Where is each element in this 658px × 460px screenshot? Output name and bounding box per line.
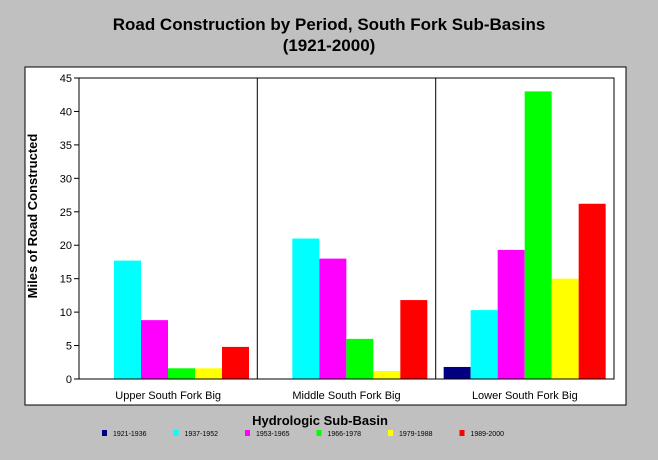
bar (168, 368, 195, 379)
legend-swatch (316, 430, 322, 436)
chart-title-line-2: (1921-2000) (282, 36, 376, 55)
legend-swatch (102, 430, 107, 436)
bar (578, 203, 606, 379)
y-tick-label: 5 (66, 341, 72, 353)
bar (551, 278, 579, 379)
y-tick-label: 25 (60, 207, 72, 219)
legend-label: 1966-1978 (328, 431, 362, 438)
legend-label: 1979-1988 (399, 431, 433, 438)
legend-label: 1921-1936 (113, 431, 147, 438)
bar (222, 346, 249, 379)
x-category-label: Lower South Fork Big (472, 390, 578, 402)
legend-swatch (459, 430, 465, 436)
bar (373, 370, 401, 379)
y-tick-label: 0 (66, 374, 72, 386)
bar (292, 238, 320, 379)
plot-area (78, 77, 615, 380)
chart-title-line-1: Road Construction by Period, South Fork … (112, 15, 546, 34)
chart-title: Road Construction by Period, South Fork … (0, 14, 658, 56)
y-tick-label: 35 (60, 140, 72, 152)
x-category-label: Middle South Fork Big (292, 390, 400, 402)
y-tick-label: 10 (60, 307, 72, 319)
bar (346, 338, 374, 379)
y-tick-label: 45 (60, 73, 72, 85)
bar (497, 249, 525, 379)
y-tick-label: 20 (60, 240, 72, 252)
bar (195, 368, 222, 379)
legend-swatch (388, 430, 393, 436)
bar (114, 260, 141, 379)
x-axis-label: Hydrologic Sub-Basin (252, 413, 388, 428)
bar (470, 310, 498, 379)
x-category-label: Upper South Fork Big (115, 390, 221, 402)
y-tick-label: 30 (60, 173, 72, 185)
legend: 1921-1936 1937-1952 1953-1965 1966-1978 1979… (102, 430, 504, 438)
bar (319, 258, 347, 379)
legend-swatch (245, 430, 250, 436)
legend-label: 1953-1965 (256, 431, 290, 438)
y-tick-label: 40 (60, 106, 72, 118)
bar (141, 320, 168, 379)
legend-label: 1989-2000 (471, 431, 505, 438)
legend-swatch (173, 430, 179, 436)
y-tick-label: 15 (60, 274, 72, 286)
bar (400, 300, 428, 379)
legend-label: 1937-1952 (185, 431, 219, 438)
bar (524, 91, 552, 379)
y-axis-label: Miles of Road Constructed (25, 134, 40, 299)
bar (443, 366, 471, 379)
